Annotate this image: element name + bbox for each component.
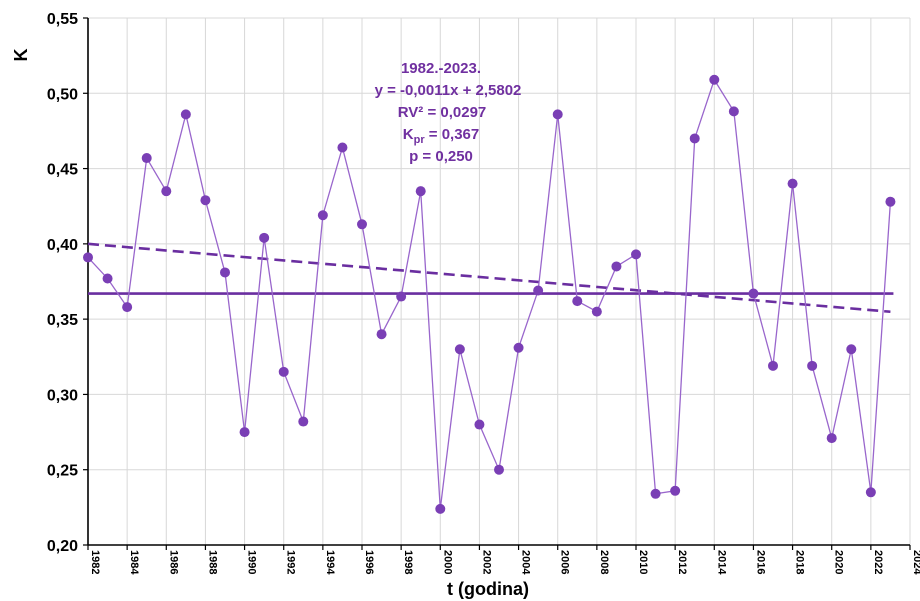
annotation-rv2: RV² = 0,0297 bbox=[398, 104, 487, 121]
annotation-kpr-sub: pr bbox=[414, 134, 426, 146]
data-point bbox=[317, 210, 328, 221]
data-point bbox=[787, 178, 798, 189]
x-tick-label: 2004 bbox=[520, 550, 532, 575]
data-point bbox=[200, 195, 211, 206]
x-tick-label: 1992 bbox=[285, 550, 297, 574]
data-point bbox=[83, 252, 93, 263]
data-point bbox=[259, 232, 270, 243]
data-point bbox=[454, 344, 465, 355]
annotation-p: p = 0,250 bbox=[409, 148, 473, 165]
data-point bbox=[239, 427, 250, 438]
data-point bbox=[807, 360, 818, 371]
x-tick-label: 2018 bbox=[794, 550, 806, 574]
data-point bbox=[494, 464, 504, 475]
axes bbox=[87, 18, 910, 546]
data-point bbox=[396, 291, 407, 302]
y-tick-label: 0,50 bbox=[47, 86, 78, 103]
data-point bbox=[278, 366, 289, 377]
data-point bbox=[846, 344, 857, 355]
regression-annotation: 1982.-2023. y = -0,0011x + 2,5802 RV² = … bbox=[375, 60, 522, 165]
data-point bbox=[102, 273, 113, 284]
data-point bbox=[826, 433, 837, 444]
data-point bbox=[180, 109, 191, 120]
y-tick-label: 0,55 bbox=[47, 11, 78, 28]
data-point bbox=[474, 419, 485, 430]
data-points bbox=[83, 74, 896, 514]
data-point bbox=[552, 109, 563, 120]
y-tick-label: 0,45 bbox=[47, 162, 78, 179]
data-point bbox=[298, 416, 309, 427]
x-tick-label: 2002 bbox=[480, 550, 492, 574]
annotation-period: 1982.-2023. bbox=[401, 60, 481, 77]
x-tick-label: 2016 bbox=[754, 550, 766, 574]
annotation-kpr-value: = 0,367 bbox=[425, 126, 480, 143]
x-axis-title: t (godina) bbox=[447, 579, 529, 599]
y-tick-label: 0,30 bbox=[47, 387, 78, 404]
data-point bbox=[748, 288, 759, 299]
data-point bbox=[631, 249, 641, 260]
y-tick-label: 0,40 bbox=[47, 237, 78, 254]
data-point bbox=[591, 306, 602, 317]
data-point bbox=[513, 342, 524, 353]
x-tick-label: 1982 bbox=[89, 550, 101, 574]
x-tick-label: 2000 bbox=[441, 550, 453, 574]
x-tick-label: 2022 bbox=[872, 550, 884, 574]
y-axis-title: K bbox=[11, 49, 31, 62]
x-tick-labels: 1982 1984 1986 1988 1990 1992 1994 1996 1998 2000… bbox=[87, 545, 920, 575]
data-point bbox=[435, 503, 446, 514]
data-point bbox=[220, 267, 230, 278]
x-tick-label: 1994 bbox=[324, 550, 336, 575]
data-point bbox=[161, 186, 172, 197]
x-tick-label: 2024 bbox=[911, 550, 920, 575]
x-tick-label: 2020 bbox=[833, 550, 845, 574]
x-tick-label: 1990 bbox=[246, 550, 258, 574]
data-point bbox=[611, 261, 622, 272]
data-point bbox=[865, 487, 876, 498]
data-point bbox=[768, 360, 778, 371]
data-point bbox=[141, 153, 152, 164]
x-tick-label: 2014 bbox=[715, 550, 727, 575]
data-point bbox=[533, 285, 544, 296]
trend-line bbox=[87, 242, 891, 314]
data-point bbox=[670, 485, 681, 496]
data-point bbox=[337, 142, 348, 153]
x-tick-label: 1988 bbox=[206, 550, 218, 574]
data-point bbox=[728, 106, 739, 117]
x-tick-label: 2010 bbox=[637, 550, 649, 574]
x-tick-label: 1998 bbox=[402, 550, 414, 574]
series-line bbox=[87, 78, 892, 509]
y-tick-label: 0,25 bbox=[47, 463, 78, 480]
reference-lines bbox=[87, 242, 894, 314]
x-tick-label: 1984 bbox=[128, 550, 140, 575]
data-point bbox=[415, 186, 426, 197]
data-point bbox=[885, 196, 896, 207]
x-tick-label: 2008 bbox=[598, 550, 610, 574]
x-tick-label: 1986 bbox=[167, 550, 179, 574]
annotation-equation: y = -0,0011x + 2,5802 bbox=[375, 82, 522, 99]
x-tick-label: 1996 bbox=[363, 550, 375, 574]
y-tick-labels: 0,20 0,25 0,30 0,35 0,40 0,45 0,50 0,55 bbox=[47, 11, 88, 555]
y-tick-label: 0,35 bbox=[47, 312, 78, 329]
data-point bbox=[376, 329, 387, 340]
annotation-kpr-label: K bbox=[403, 126, 414, 143]
data-point bbox=[689, 133, 700, 144]
data-point bbox=[357, 219, 367, 230]
x-tick-label: 2012 bbox=[676, 550, 688, 574]
data-point bbox=[709, 74, 720, 85]
x-tick-label: 2006 bbox=[559, 550, 571, 574]
data-point bbox=[122, 302, 133, 313]
data-point bbox=[650, 488, 661, 499]
annotation-kpr: Kpr = 0,367 bbox=[403, 126, 479, 146]
data-point bbox=[572, 296, 583, 307]
y-tick-label: 0,20 bbox=[47, 538, 78, 555]
